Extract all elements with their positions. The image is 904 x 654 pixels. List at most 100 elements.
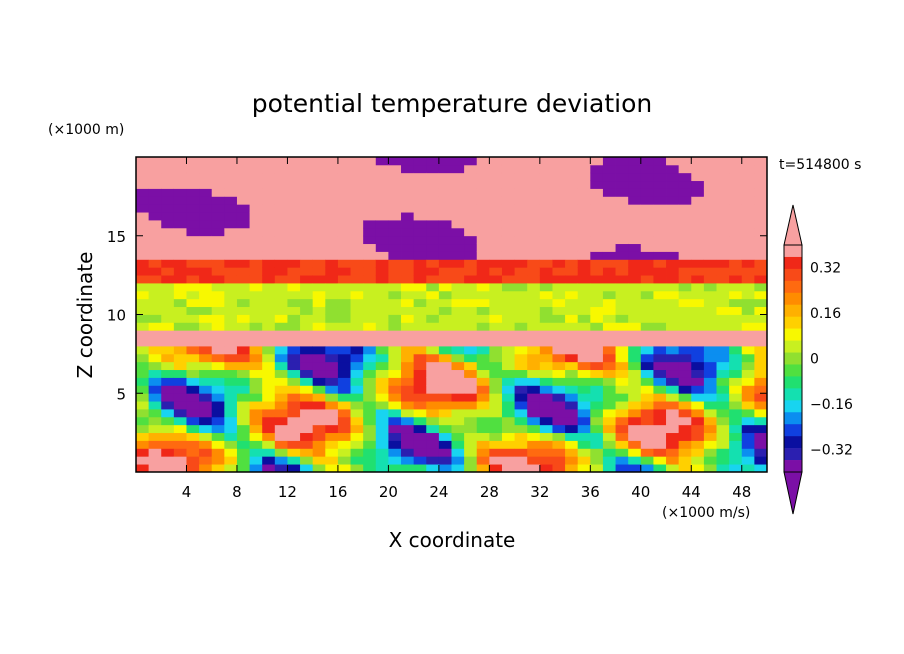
contour-cell [514,322,528,331]
contour-cell [501,440,515,449]
contour-cell [186,353,200,363]
contour-cell [211,424,225,434]
contour-cell [363,267,377,276]
contour-cell [287,361,301,371]
contour-cell [148,409,162,418]
contour-cell [363,448,377,457]
contour-cell [464,456,478,465]
contour-cell [401,220,415,229]
contour-cell [577,172,591,182]
contour-cell [249,456,263,465]
contour-cell [287,464,301,473]
contour-cell [161,416,175,426]
contour-cell [375,251,389,260]
contour-cell [451,409,465,418]
contour-cell [161,188,175,197]
contour-cell [199,448,213,457]
contour-cell [325,212,339,221]
contour-cell [754,448,768,457]
contour-cell [577,196,591,205]
contour-cell [224,456,238,465]
contour-cell [615,290,629,300]
contour-cell [628,306,642,315]
contour-cell [413,180,427,189]
contour-cell [388,322,402,331]
contour-cell [628,377,642,386]
contour-cell [312,330,326,339]
contour-cell [274,220,288,229]
contour-cell [413,401,427,410]
contour-cell [136,235,150,245]
contour-cell [527,220,541,229]
contour-cell [754,275,768,284]
contour-cell [501,322,515,331]
contour-cell [539,259,553,268]
contour-cell [476,188,490,197]
contour-cell [653,440,667,449]
contour-cell [628,401,642,410]
contour-cell [565,306,579,315]
contour-cell [186,456,200,465]
contour-cell [337,369,351,378]
contour-cell [565,283,579,292]
contour-cell [136,385,150,394]
contour-cell [501,416,515,426]
contour-cell [262,448,276,457]
contour-cell [451,180,465,189]
contour-cell [666,157,680,166]
contour-cell [640,267,654,276]
contour-cell [464,314,478,323]
contour-cell [653,157,667,166]
contour-cell [476,353,490,363]
contour-cell [375,432,389,441]
contour-cell [640,409,654,418]
contour-cell [287,275,301,284]
contour-cell [148,306,162,315]
contour-cell [464,157,478,166]
contour-cell [350,424,364,434]
contour-cell [565,157,579,166]
contour-cell [161,259,175,268]
contour-cell [666,401,680,410]
contour-cell [590,243,604,252]
contour-cell [666,338,680,347]
contour-cell [337,409,351,418]
contour-cell [363,314,377,323]
contour-cell [514,227,528,237]
contour-cell [741,283,755,292]
contour-cell [161,164,175,174]
contour-cell [262,227,276,237]
contour-cell [565,251,579,260]
contour-cell [527,298,541,308]
contour-cell [199,259,213,268]
contour-cell [262,330,276,339]
contour-cell [501,275,515,284]
contour-cell [186,172,200,182]
contour-cell [729,314,743,323]
contour-cell [703,267,717,276]
contour-cell [312,322,326,331]
contour-cell [602,306,616,315]
contour-cell [287,346,301,355]
contour-cell [136,212,150,221]
x-tick-label: 12 [278,483,297,501]
contour-cell [173,330,187,339]
contour-cell [729,440,743,449]
contour-cell [577,330,591,339]
contour-cell [590,322,604,331]
contour-cell [640,235,654,245]
contour-cell [186,212,200,221]
contour-cell [552,330,566,339]
contour-cell [312,275,326,284]
contour-cell [236,267,250,276]
contour-cell [224,306,238,315]
contour-cell [274,314,288,323]
contour-cell [224,409,238,418]
contour-cell [716,440,730,449]
contour-cell [249,432,263,441]
contour-cell [703,346,717,355]
contour-cell [401,448,415,457]
contour-cell [186,338,200,347]
contour-field [136,157,768,473]
contour-cell [236,393,250,402]
